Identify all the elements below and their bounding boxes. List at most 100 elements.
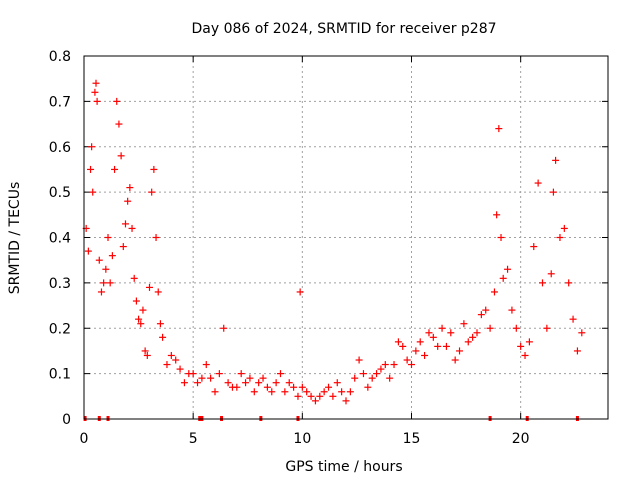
data-point xyxy=(456,347,464,355)
data-point xyxy=(495,125,503,133)
data-point xyxy=(311,397,319,405)
data-point xyxy=(242,379,250,387)
data-point xyxy=(246,374,254,382)
data-point xyxy=(167,351,175,359)
data-point xyxy=(198,374,206,382)
data-point xyxy=(549,188,557,196)
data-point xyxy=(329,392,337,400)
data-point xyxy=(517,342,525,350)
data-point xyxy=(464,338,472,346)
data-point xyxy=(421,351,429,359)
data-point xyxy=(486,324,494,332)
data-point xyxy=(442,342,450,350)
data-point xyxy=(233,383,241,391)
data-point xyxy=(425,329,433,337)
data-point xyxy=(490,288,498,296)
data-point xyxy=(377,365,385,373)
grid-lines xyxy=(84,56,608,419)
data-point xyxy=(416,338,424,346)
data-point xyxy=(508,306,516,314)
data-point xyxy=(307,392,315,400)
data-point xyxy=(281,388,289,396)
data-point xyxy=(469,333,477,341)
data-point xyxy=(202,361,210,369)
data-point xyxy=(333,379,341,387)
data-point xyxy=(325,383,333,391)
data-point xyxy=(364,383,372,391)
y-tick-label: 0.5 xyxy=(49,185,71,201)
data-point xyxy=(408,361,415,369)
data-point xyxy=(368,374,376,382)
x-tick-label: 0 xyxy=(80,431,89,447)
data-point xyxy=(148,188,156,196)
data-point xyxy=(207,374,215,382)
data-point xyxy=(263,383,271,391)
data-point xyxy=(303,388,311,396)
data-point xyxy=(316,392,324,400)
plot-frame xyxy=(83,55,609,420)
data-point xyxy=(560,224,568,232)
data-point xyxy=(429,333,437,341)
data-point xyxy=(493,211,501,219)
data-point xyxy=(121,220,129,228)
data-point xyxy=(126,184,134,192)
y-tick-label: 0.6 xyxy=(49,140,71,156)
data-point xyxy=(521,351,529,359)
data-point xyxy=(447,329,455,337)
data-point xyxy=(128,224,136,232)
x-tick-label: 5 xyxy=(189,431,198,447)
data-point xyxy=(438,324,446,332)
data-point xyxy=(268,388,276,396)
data-point xyxy=(451,356,459,364)
data-point xyxy=(180,379,188,387)
x-axis: 0 5 10 15 20 xyxy=(80,56,530,447)
data-point xyxy=(290,383,298,391)
data-point xyxy=(100,279,108,287)
data-point xyxy=(211,388,219,396)
data-point xyxy=(135,315,143,323)
data-point xyxy=(119,243,127,251)
data-point xyxy=(154,288,162,296)
data-point xyxy=(250,388,258,396)
data-point xyxy=(403,356,411,364)
data-point xyxy=(351,374,359,382)
data-point xyxy=(137,320,145,328)
data-point xyxy=(106,279,114,287)
data-point xyxy=(92,79,100,87)
y-axis: 0 0.1 0.2 0.3 0.4 0.5 0.6 0.7 0.8 xyxy=(49,49,608,428)
data-point xyxy=(285,379,293,387)
data-point xyxy=(272,379,280,387)
data-point xyxy=(102,265,110,273)
data-point xyxy=(172,356,180,364)
data-point xyxy=(390,361,398,369)
data-point xyxy=(497,234,505,241)
data-point xyxy=(215,370,223,378)
data-point xyxy=(386,374,394,382)
y-axis-label: SRMTID / TECUs xyxy=(7,182,23,295)
data-point xyxy=(255,379,263,387)
data-point xyxy=(346,388,354,396)
data-point xyxy=(143,351,151,359)
data-point xyxy=(412,347,420,355)
data-point xyxy=(224,379,232,387)
data-point xyxy=(159,333,167,341)
data-point xyxy=(152,234,160,241)
data-point xyxy=(512,324,520,332)
data-point xyxy=(342,397,350,405)
x-tick-label: 15 xyxy=(403,431,421,447)
data-point xyxy=(220,324,228,332)
data-point xyxy=(298,383,306,391)
data-point xyxy=(547,270,555,278)
y-tick-label: 0.1 xyxy=(49,367,71,383)
x-tick-label: 20 xyxy=(512,431,530,447)
data-point xyxy=(117,152,125,160)
data-point xyxy=(124,197,132,205)
data-point xyxy=(338,388,346,396)
data-point xyxy=(530,243,538,251)
data-point xyxy=(156,320,164,328)
data-point xyxy=(543,324,551,332)
data-point xyxy=(139,306,147,314)
y-tick-label: 0 xyxy=(62,412,71,428)
